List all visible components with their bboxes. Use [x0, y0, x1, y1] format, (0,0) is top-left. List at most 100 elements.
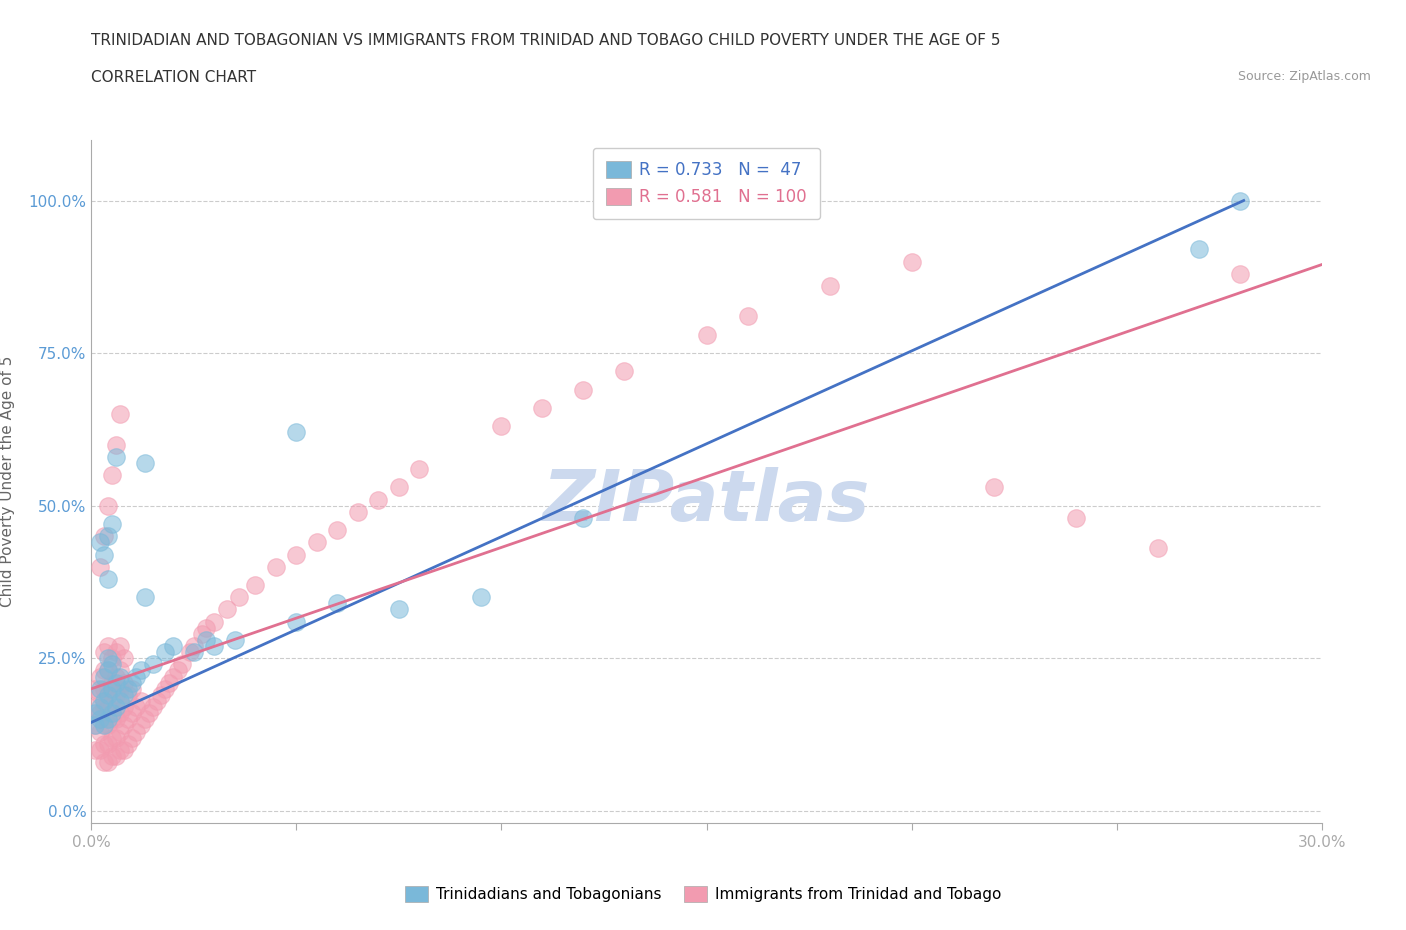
Point	[89, 742, 111, 757]
Point	[1229, 266, 1251, 281]
Point	[89, 682, 111, 697]
Point	[93, 547, 115, 562]
Point	[367, 492, 389, 507]
Point	[97, 571, 120, 587]
Point	[170, 657, 193, 671]
Point	[97, 651, 120, 666]
Point	[105, 749, 127, 764]
Point	[572, 511, 595, 525]
Point	[89, 687, 111, 702]
Point	[162, 670, 184, 684]
Point	[101, 730, 124, 745]
Point	[97, 663, 120, 678]
Point	[93, 663, 115, 678]
Point	[97, 737, 120, 751]
Point	[112, 651, 135, 666]
Text: CORRELATION CHART: CORRELATION CHART	[91, 70, 256, 85]
Text: TRINIDADIAN AND TOBAGONIAN VS IMMIGRANTS FROM TRINIDAD AND TOBAGO CHILD POVERTY : TRINIDADIAN AND TOBAGONIAN VS IMMIGRANTS…	[91, 33, 1001, 47]
Point	[105, 699, 127, 714]
Point	[1146, 541, 1168, 556]
Point	[108, 406, 131, 421]
Point	[121, 682, 143, 697]
Point	[202, 614, 225, 629]
Point	[134, 590, 156, 604]
Point	[117, 737, 139, 751]
Text: ZIPatlas: ZIPatlas	[543, 467, 870, 537]
Point	[900, 254, 922, 269]
Point	[157, 675, 180, 690]
Point	[153, 644, 177, 659]
Point	[108, 724, 131, 739]
Point	[108, 742, 131, 757]
Point	[93, 718, 115, 733]
Point	[105, 687, 127, 702]
Point	[818, 279, 841, 294]
Point	[97, 754, 120, 769]
Point	[101, 694, 124, 709]
Point	[121, 675, 143, 690]
Text: Source: ZipAtlas.com: Source: ZipAtlas.com	[1237, 70, 1371, 83]
Point	[101, 468, 124, 483]
Point	[737, 309, 759, 324]
Point	[1229, 193, 1251, 208]
Point	[112, 699, 135, 714]
Point	[191, 627, 214, 642]
Point	[84, 742, 107, 757]
Point	[105, 711, 127, 726]
Point	[162, 639, 184, 654]
Point	[285, 425, 308, 440]
Point	[408, 461, 430, 476]
Point	[112, 718, 135, 733]
Point	[695, 327, 717, 342]
Point	[105, 449, 127, 464]
Point	[101, 675, 124, 690]
Point	[101, 657, 124, 671]
Point	[108, 682, 131, 697]
Point	[531, 401, 554, 416]
Point	[129, 718, 152, 733]
Point	[125, 699, 148, 714]
Point	[1187, 242, 1209, 257]
Point	[121, 706, 143, 721]
Point	[150, 687, 173, 702]
Point	[84, 682, 107, 697]
Point	[305, 535, 328, 550]
Point	[285, 614, 308, 629]
Point	[93, 718, 115, 733]
Point	[84, 718, 107, 733]
Point	[183, 639, 205, 654]
Point	[101, 711, 124, 726]
Point	[142, 657, 165, 671]
Point	[224, 632, 246, 647]
Point	[97, 529, 120, 544]
Point	[93, 644, 115, 659]
Point	[146, 694, 169, 709]
Point	[326, 596, 349, 611]
Y-axis label: Child Poverty Under the Age of 5: Child Poverty Under the Age of 5	[0, 355, 14, 607]
Point	[97, 639, 120, 654]
Point	[105, 437, 127, 452]
Point	[153, 682, 177, 697]
Point	[97, 682, 120, 697]
Point	[89, 711, 111, 726]
Point	[125, 724, 148, 739]
Point	[101, 651, 124, 666]
Point	[108, 670, 131, 684]
Point	[89, 706, 111, 721]
Point	[101, 749, 124, 764]
Point	[347, 504, 370, 519]
Point	[326, 523, 349, 538]
Point	[228, 590, 250, 604]
Point	[121, 730, 143, 745]
Point	[613, 364, 636, 379]
Point	[983, 480, 1005, 495]
Point	[264, 559, 287, 574]
Point	[97, 711, 120, 726]
Point	[125, 670, 148, 684]
Point	[89, 670, 111, 684]
Point	[93, 754, 115, 769]
Point	[97, 699, 120, 714]
Point	[93, 699, 115, 714]
Point	[470, 590, 492, 604]
Point	[89, 559, 111, 574]
